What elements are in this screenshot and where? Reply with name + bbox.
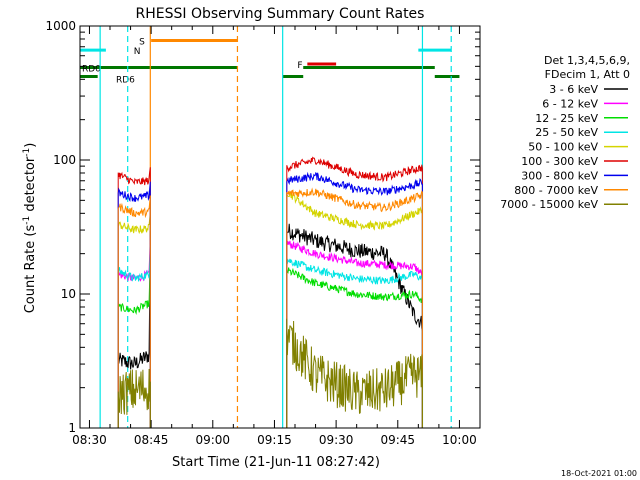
legend-label-1: 6 - 12 keV [542, 97, 598, 110]
series-line-6-0 [117, 181, 151, 428]
x-tick-label-6: 10:00 [442, 433, 477, 447]
plot-frame [79, 25, 481, 429]
series-3 [117, 245, 423, 428]
legend-header-2: FDecim 1, Att 0 [545, 68, 630, 81]
series-line-0-0 [117, 230, 151, 428]
series-6 [117, 171, 423, 428]
y-tick-label-2: 100 [53, 153, 76, 167]
legend-label-6: 300 - 800 keV [521, 169, 598, 182]
series-2 [117, 256, 423, 428]
footer-date: 18-Oct-2021 01:00 [561, 469, 637, 478]
series-line-8-1 [286, 318, 423, 428]
series-0 [117, 223, 423, 428]
series-line-4-0 [117, 212, 151, 428]
legend-label-0: 3 - 6 keV [549, 83, 598, 96]
y-axis-label-a: Count Rate (s [23, 225, 38, 314]
legend-label-2: 12 - 25 keV [535, 112, 598, 125]
x-tick-label-5: 09:45 [380, 433, 415, 447]
legend-label-4: 50 - 100 keV [528, 141, 598, 154]
flag-label-N: N [134, 47, 141, 57]
x-axis-label: Start Time (21-Jun-11 08:27:42) [172, 455, 380, 470]
y-axis-label-sup2: -1 [22, 148, 32, 157]
flag-label-F: F [297, 61, 302, 71]
series-line-3-0 [117, 245, 151, 428]
series-line-3-1 [286, 258, 423, 428]
series-line-2-0 [117, 256, 151, 428]
series-line-4-1 [286, 192, 423, 428]
flag-label-RD0: RD0 [82, 65, 101, 75]
series-layer [117, 156, 423, 428]
series-line-5-0 [117, 167, 151, 428]
flag-label-S: S [139, 37, 145, 47]
y-tick-label-0: 1 [68, 421, 76, 435]
flags-layer: S F N RD0 RD6 [80, 37, 460, 85]
legend-label-7: 800 - 7000 keV [514, 184, 598, 197]
legend-label-8: 7000 - 15000 keV [500, 198, 598, 211]
y-tick-label-3: 1000 [45, 19, 76, 33]
flag-label-RD6: RD6 [116, 75, 135, 85]
series-line-6-1 [286, 171, 423, 428]
chart-title: RHESSI Observing Summary Count Rates [136, 6, 425, 22]
series-7 [117, 187, 423, 428]
legend-header-1: Det 1,3,4,5,6,9, [544, 54, 630, 67]
series-5 [117, 156, 423, 428]
series-4 [117, 192, 423, 428]
x-tick-label-2: 09:00 [195, 433, 230, 447]
x-tick-label-0: 08:30 [72, 433, 107, 447]
x-tick-label-3: 09:15 [257, 433, 292, 447]
series-line-8-0 [117, 368, 151, 428]
y-tick-label-1: 10 [61, 287, 76, 301]
legend-label-3: 25 - 50 keV [535, 126, 598, 139]
x-tick-label-1: 08:45 [134, 433, 169, 447]
y-axis-label: Count Rate (s-1 detector-1) [22, 143, 38, 314]
legend-label-5: 100 - 300 keV [521, 155, 598, 168]
x-tick-label-4: 09:30 [319, 433, 354, 447]
vlines-layer [99, 26, 452, 428]
legend-layer: Det 1,3,4,5,6,9,FDecim 1, Att 0 3 - 6 keV… [500, 54, 630, 211]
y-axis-label-sup1: -1 [22, 216, 32, 225]
series-8 [117, 318, 423, 428]
series-line-7-0 [117, 195, 151, 428]
series-line-2-1 [286, 267, 423, 428]
series-line-0-1 [286, 223, 423, 428]
y-axis-label-b: detector [23, 156, 38, 216]
series-line-5-1 [286, 156, 423, 428]
y-axis-label-c: ) [23, 143, 38, 148]
axes-layer: 08:30 08:45 09:00 09:15 09:30 09:45 10:00 1 10 10… [45, 19, 481, 447]
series-line-7-1 [286, 187, 423, 428]
series-line-1-1 [286, 240, 423, 428]
